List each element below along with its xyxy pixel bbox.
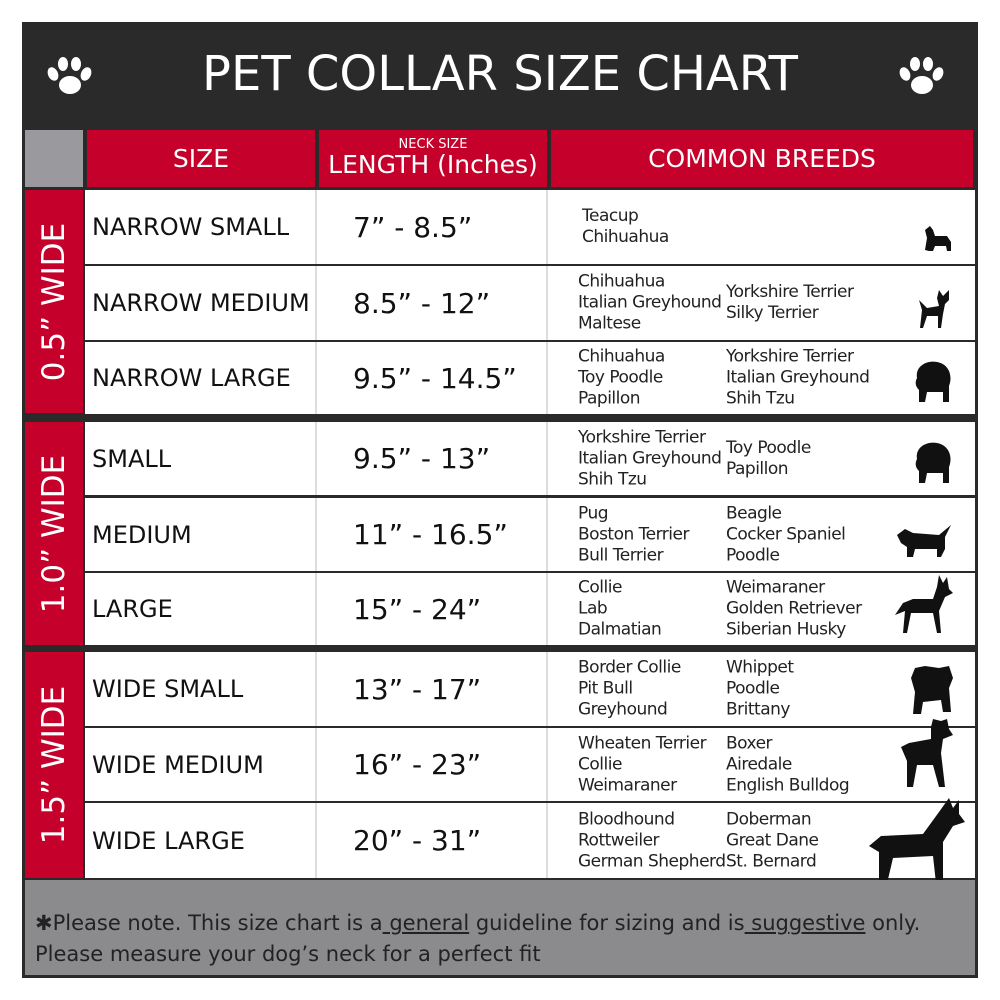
breeds-col-1: Pug Boston Terrier Bull Terrier bbox=[578, 503, 689, 565]
breeds-cell: Pug Boston Terrier Bull Terrier Beagle C… bbox=[548, 498, 975, 571]
size-cell: WIDE MEDIUM bbox=[85, 728, 317, 801]
header-length-sub: NECK SIZE bbox=[398, 137, 468, 152]
size-cell: NARROW SMALL bbox=[85, 190, 317, 264]
footer-line-2: Please measure your dog’s neck for a per… bbox=[35, 942, 541, 966]
dachshund-icon bbox=[895, 521, 955, 565]
breeds-col-1: Yorkshire Terrier Italian Greyhound Shih… bbox=[578, 427, 722, 489]
table-row: NARROW MEDIUM 8.5” - 12” Chihuahua Itali… bbox=[85, 266, 975, 340]
group-label: 1.5” WIDE bbox=[25, 652, 83, 878]
table-row: SMALL 9.5” - 13” Yorkshire Terrier Itali… bbox=[85, 422, 975, 495]
table-row: LARGE 15” - 24” Collie Lab Dalmatian Wei… bbox=[85, 573, 975, 645]
length-cell: 20” - 31” bbox=[317, 803, 548, 878]
length-cell: 9.5” - 14.5” bbox=[317, 342, 548, 414]
group-label-text: 1.0” WIDE bbox=[36, 454, 72, 613]
paw-icon bbox=[899, 57, 944, 94]
doberman-icon bbox=[863, 796, 967, 900]
breeds-col-1: Bloodhound Rottweiler German Shepherd bbox=[578, 809, 726, 871]
breeds-col-2: Yorkshire Terrier Italian Greyhound Shih… bbox=[726, 346, 870, 409]
footer-line-1: ✱Please note. This size chart is a gener… bbox=[35, 911, 921, 935]
breeds-cell: Border Collie Pit Bull Greyhound Whippet… bbox=[548, 652, 975, 726]
breeds-cell: Yorkshire Terrier Italian Greyhound Shih… bbox=[548, 422, 975, 495]
size-cell: NARROW MEDIUM bbox=[85, 266, 317, 340]
breeds-col-1: Collie Lab Dalmatian bbox=[578, 577, 662, 640]
header-breeds: COMMON BREEDS bbox=[551, 130, 973, 187]
table-row: WIDE MEDIUM 16” - 23” Wheaten Terrier Co… bbox=[85, 719, 975, 801]
breeds-col-2: Beagle Cocker Spaniel Poodle bbox=[726, 503, 846, 565]
header-corner bbox=[25, 130, 83, 187]
table-row: WIDE SMALL 13” - 17” Border Collie Pit B… bbox=[85, 652, 975, 726]
size-cell: WIDE SMALL bbox=[85, 652, 317, 726]
breeds-col-1: Chihuahua Toy Poodle Papillon bbox=[578, 346, 665, 409]
breeds-cell: Chihuahua Italian Greyhound Maltese York… bbox=[548, 266, 975, 340]
size-cell: NARROW LARGE bbox=[85, 342, 317, 414]
group-label-text: 0.5” WIDE bbox=[36, 222, 72, 381]
breeds-cell: Bloodhound Rottweiler German Shepherd Do… bbox=[548, 798, 975, 892]
breeds-cell: Teacup Chihuahua bbox=[548, 190, 975, 264]
footer-note: ✱Please note. This size chart is a gener… bbox=[25, 880, 975, 975]
length-cell: 15” - 24” bbox=[317, 573, 548, 645]
length-cell: 11” - 16.5” bbox=[317, 498, 548, 571]
title-bar: PET COLLAR SIZE CHART bbox=[22, 22, 978, 128]
yorkie-icon bbox=[921, 220, 955, 258]
breeds-cell: Chihuahua Toy Poodle Papillon Yorkshire … bbox=[548, 342, 975, 414]
length-cell: 7” - 8.5” bbox=[317, 190, 548, 264]
breeds-col-2: Whippet Poodle Brittany bbox=[726, 657, 794, 720]
breeds-col-1: Border Collie Pit Bull Greyhound bbox=[578, 657, 681, 720]
table-row: WIDE LARGE 20” - 31” Bloodhound Rottweil… bbox=[85, 798, 975, 892]
bulldog-icon bbox=[909, 664, 955, 720]
header-length: NECK SIZE LENGTH (Inches) bbox=[319, 130, 547, 187]
length-cell: 16” - 23” bbox=[317, 728, 548, 801]
table-row: MEDIUM 11” - 16.5” Pug Boston Terrier Bu… bbox=[85, 498, 975, 571]
breeds-cell: Wheaten Terrier Collie Weimaraner Boxer … bbox=[548, 719, 975, 801]
breeds-col-2: Toy Poodle Papillon bbox=[726, 437, 811, 479]
breeds-cell: Collie Lab Dalmatian Weimaraner Golden R… bbox=[548, 573, 975, 645]
group-label: 1.0” WIDE bbox=[25, 422, 83, 645]
paw-icon bbox=[47, 57, 92, 94]
breeds-col-1: Teacup Chihuahua bbox=[582, 206, 669, 247]
page-title: PET COLLAR SIZE CHART bbox=[202, 46, 798, 102]
pomeranian-icon bbox=[911, 358, 955, 408]
group-label-text: 1.5” WIDE bbox=[36, 685, 72, 845]
header-size-label: SIZE bbox=[172, 144, 230, 173]
breeds-col-1: Chihuahua Italian Greyhound Maltese bbox=[578, 271, 722, 334]
breeds-col-2: Weimaraner Golden Retriever Siberian Hus… bbox=[726, 577, 862, 640]
length-cell: 9.5” - 13” bbox=[317, 422, 548, 495]
group-label: 0.5” WIDE bbox=[25, 190, 83, 413]
header-size: SIZE bbox=[87, 130, 315, 187]
pitbull-icon bbox=[897, 717, 955, 795]
pomeranian-icon bbox=[911, 439, 955, 489]
size-cell: SMALL bbox=[85, 422, 317, 495]
size-cell: WIDE LARGE bbox=[85, 803, 317, 878]
header-length-label: LENGTH (Inches) bbox=[328, 150, 538, 179]
breeds-col-1: Wheaten Terrier Collie Weimaraner bbox=[578, 733, 707, 795]
size-cell: LARGE bbox=[85, 573, 317, 645]
shepherd-icon bbox=[893, 573, 955, 639]
breeds-col-2: Boxer Airedale English Bulldog bbox=[726, 733, 850, 795]
length-cell: 13” - 17” bbox=[317, 652, 548, 726]
header-breeds-label: COMMON BREEDS bbox=[648, 144, 876, 173]
table-row: NARROW SMALL 7” - 8.5” Teacup Chihuahua bbox=[85, 190, 975, 264]
breeds-col-2: Yorkshire Terrier Silky Terrier bbox=[726, 282, 854, 323]
chihuahua-icon bbox=[913, 286, 955, 334]
table-row: NARROW LARGE 9.5” - 14.5” Chihuahua Toy … bbox=[85, 342, 975, 414]
size-cell: MEDIUM bbox=[85, 498, 317, 571]
breeds-col-2: Doberman Great Dane St. Bernard bbox=[726, 809, 819, 871]
length-cell: 8.5” - 12” bbox=[317, 266, 548, 340]
